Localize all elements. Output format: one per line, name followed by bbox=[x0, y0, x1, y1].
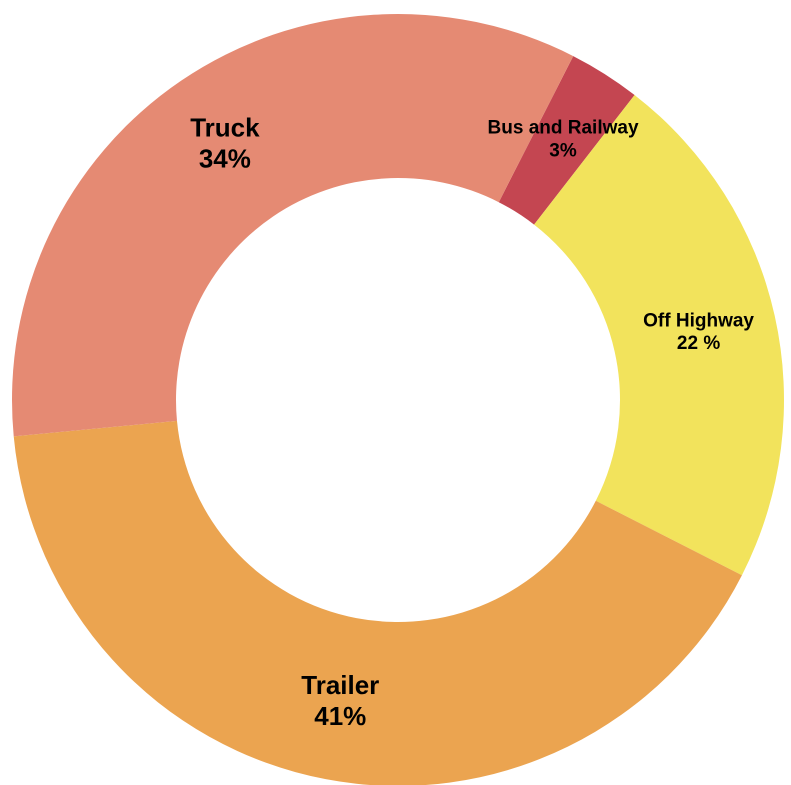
segment-label: Trailer bbox=[301, 670, 379, 700]
segment-value: 34% bbox=[199, 144, 251, 174]
segment-label: Bus and Railway bbox=[488, 118, 639, 139]
segment-value: 3% bbox=[549, 140, 577, 161]
segment-value: 41% bbox=[314, 701, 366, 731]
segment-label: Off Highway bbox=[643, 310, 754, 331]
donut-segment bbox=[13, 420, 742, 785]
donut-segment bbox=[534, 95, 784, 576]
segment-label: Truck bbox=[190, 113, 260, 143]
donut-segment bbox=[11, 14, 574, 437]
segment-value: 22 % bbox=[677, 333, 720, 354]
donut-segment bbox=[498, 56, 635, 225]
